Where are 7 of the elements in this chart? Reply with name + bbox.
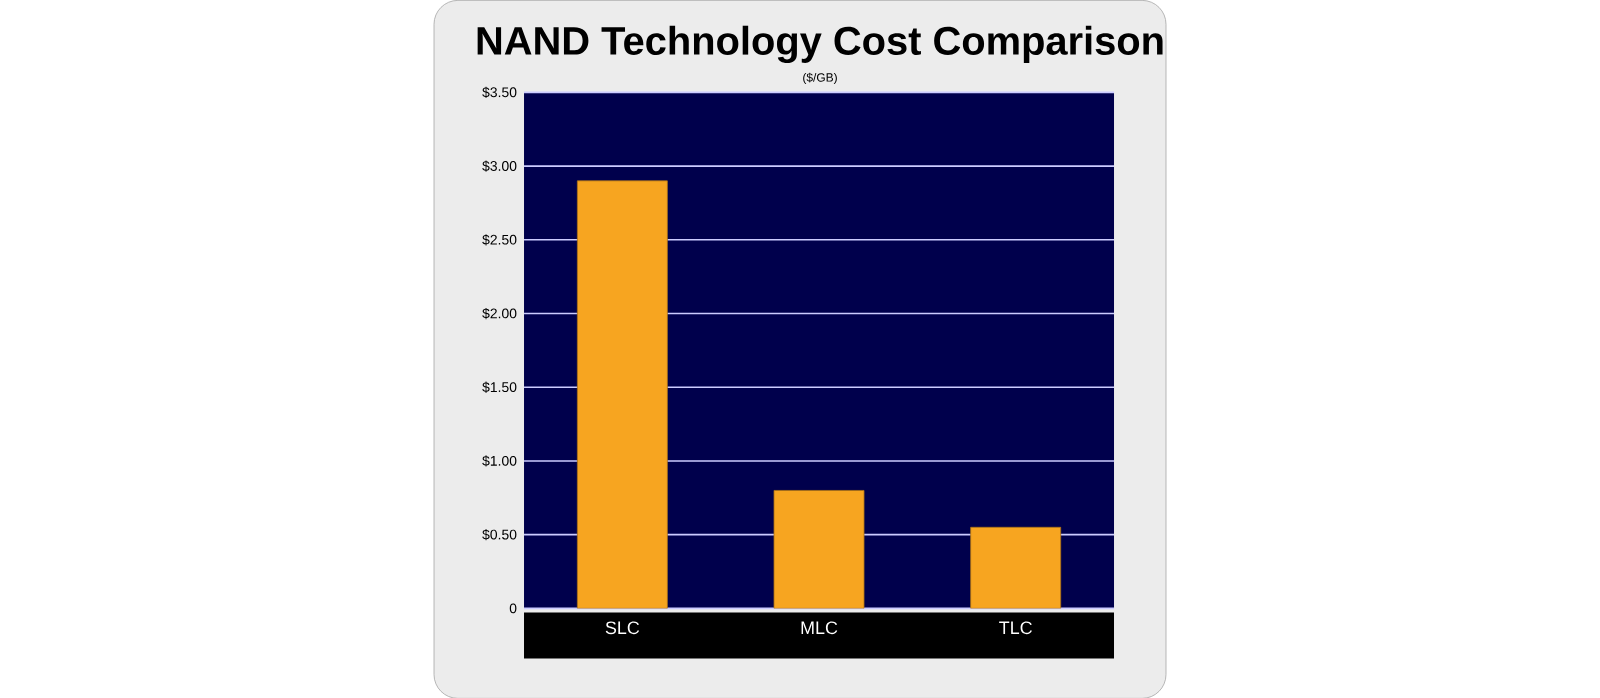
x-tick-label: TLC	[999, 621, 1032, 634]
x-tick-label: SLC	[605, 621, 640, 634]
bar	[773, 489, 865, 609]
chart-title: NAND Technology Cost Comparison	[477, 25, 1163, 63]
x-tick-label: MLC	[801, 621, 838, 634]
bar	[970, 526, 1062, 609]
bar	[576, 180, 668, 609]
